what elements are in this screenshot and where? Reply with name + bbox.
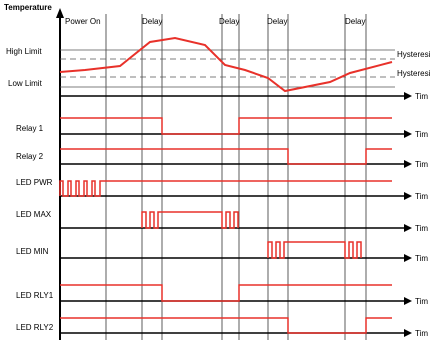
led-rly2-label: LED RLY2 xyxy=(16,323,54,332)
hysteresis-label-high: Hysteresi xyxy=(397,50,430,59)
relay2-signal xyxy=(60,148,392,165)
relay1-signal xyxy=(60,117,392,135)
led-rly1-signal xyxy=(60,284,392,302)
led-min-label: LED MIN xyxy=(16,247,49,256)
led-max-label: LED MAX xyxy=(16,210,52,219)
event-delay-3: Delay xyxy=(267,17,287,26)
event-delay-4: Delay xyxy=(345,17,365,26)
high-limit-label: High Limit xyxy=(6,47,42,56)
temperature-time-arrow xyxy=(404,92,412,100)
relay2-arrow xyxy=(404,160,412,168)
low-limit-label: Low Limit xyxy=(8,79,43,88)
temperature-curve xyxy=(59,36,393,93)
event-delay-2: Delay xyxy=(219,17,239,26)
event-delay-1: Delay xyxy=(142,17,162,26)
led-max-time-label: Tim xyxy=(415,224,428,233)
relay1-label: Relay 1 xyxy=(16,124,44,133)
led-pwr-signal xyxy=(59,180,392,197)
event-power-on: Power On xyxy=(65,17,101,26)
led-rly2-time-label: Tim xyxy=(415,329,428,338)
relay1-arrow xyxy=(404,130,412,138)
led-rly1-label: LED RLY1 xyxy=(16,291,54,300)
relay2-label: Relay 2 xyxy=(16,152,44,161)
relay2-time-label: Tim xyxy=(415,160,428,169)
y-axis-arrow xyxy=(56,8,64,18)
led-pwr-arrow xyxy=(404,192,412,200)
y-axis-label: Temperature xyxy=(4,3,52,12)
led-rly2-signal xyxy=(60,317,392,334)
led-max-arrow xyxy=(404,224,412,232)
led-min-arrow xyxy=(404,254,412,262)
led-rly1-time-label: Tim xyxy=(415,297,428,306)
relay1-time-label: Tim xyxy=(415,130,428,139)
led-min-time-label: Tim xyxy=(415,254,428,263)
led-rly2-arrow xyxy=(404,329,412,337)
led-rly1-arrow xyxy=(404,297,412,305)
hysteresis-label-low: Hysteresi xyxy=(397,69,430,78)
temperature-time-label: Tim xyxy=(415,92,428,101)
led-pwr-label: LED PWR xyxy=(16,178,53,187)
event-guides xyxy=(105,14,367,340)
led-min-signal xyxy=(267,241,362,259)
led-max-signal xyxy=(141,211,239,229)
led-pwr-time-label: Tim xyxy=(415,192,428,201)
